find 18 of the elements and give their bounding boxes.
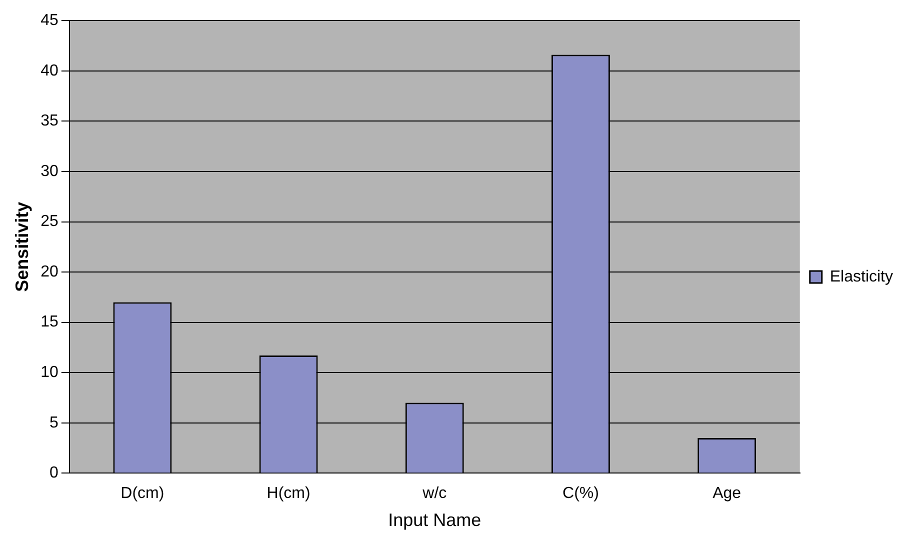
x-axis-title: Input Name	[388, 510, 482, 530]
x-tick-label: w/c	[422, 485, 447, 502]
y-tick-label: 25	[40, 213, 58, 230]
legend-label: Elasticity	[830, 268, 893, 286]
y-axis-title: Sensitivity	[12, 202, 32, 292]
y-tick-label: 45	[40, 12, 58, 30]
y-tick-label: 5	[49, 414, 58, 432]
y-tick-label: 35	[40, 112, 58, 130]
y-tick-label: 15	[40, 314, 58, 331]
y-tick-label: 0	[49, 464, 58, 482]
y-tick-label: 10	[40, 364, 58, 382]
y-tick-label: 40	[40, 62, 58, 80]
x-tick-label: Age	[712, 485, 742, 502]
y-tick-label: 30	[40, 162, 58, 180]
x-tick-label: D(cm)	[120, 485, 164, 502]
x-tick-label: C(%)	[562, 485, 599, 502]
x-tick-label: H(cm)	[266, 485, 310, 502]
y-tick-label: 20	[40, 263, 58, 280]
